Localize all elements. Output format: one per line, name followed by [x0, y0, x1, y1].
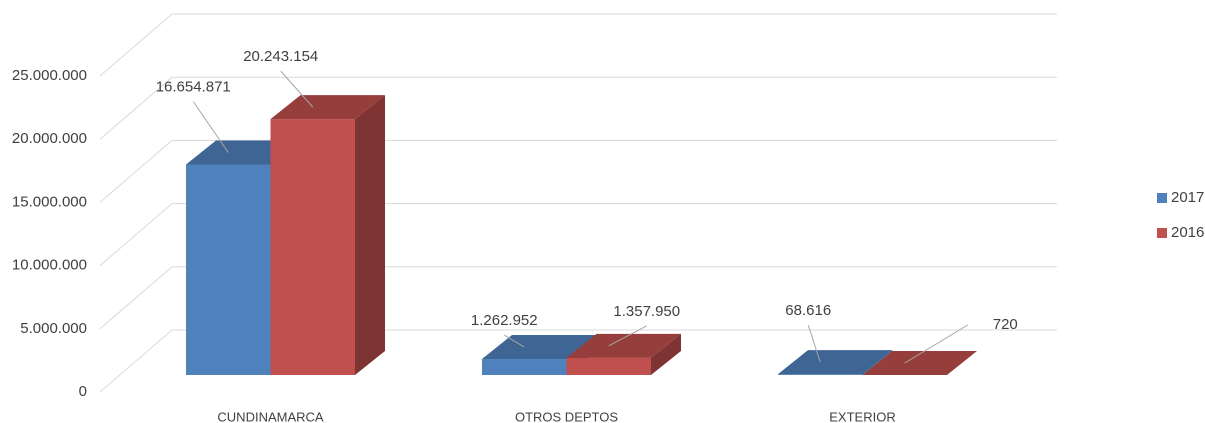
leader-line	[608, 325, 647, 347]
leader-line	[280, 70, 314, 108]
legend-label: 2017	[1171, 189, 1204, 206]
legend-swatch	[1157, 228, 1167, 238]
legend-swatch	[1157, 193, 1167, 203]
grid-line	[99, 266, 173, 330]
bar	[778, 374, 863, 375]
data-label: 720	[993, 316, 1018, 333]
y-tick-label: 0	[79, 383, 87, 400]
bar-side	[947, 350, 977, 375]
bar-top	[482, 335, 597, 360]
y-tick-label: 5.000.000	[20, 320, 87, 337]
x-tick-label: OTROS DEPTOS	[515, 409, 618, 423]
bar-side	[862, 350, 893, 375]
bar-top	[778, 350, 893, 375]
data-label: 1.357.950	[613, 303, 680, 320]
grid-line	[99, 13, 173, 77]
bar-top	[566, 333, 681, 358]
leader-line	[192, 101, 229, 153]
data-label: 20.243.154	[243, 48, 318, 65]
grid-line	[99, 76, 173, 140]
leader-line	[503, 334, 525, 348]
bar	[566, 357, 651, 375]
x-tick-label: EXTERIOR	[829, 409, 895, 423]
data-label: 1.262.952	[471, 312, 538, 329]
legend-label: 2016	[1171, 224, 1204, 241]
bar	[482, 359, 567, 375]
grid-line	[99, 203, 173, 266]
data-label: 16.654.871	[156, 78, 231, 95]
x-tick-label: CUNDINAMARCA	[217, 409, 324, 423]
y-tick-label: 20.000.000	[12, 130, 87, 147]
bar-top	[270, 95, 385, 120]
bar-side	[355, 95, 385, 376]
data-label: 68.616	[785, 302, 831, 319]
bar	[186, 164, 271, 375]
bar	[270, 119, 355, 376]
bar-side	[651, 333, 681, 375]
grid-line	[99, 329, 173, 393]
y-tick-label: 25.000.000	[12, 67, 87, 84]
leader-line	[807, 324, 821, 363]
y-tick-label: 15.000.000	[12, 193, 87, 210]
leader-line	[904, 324, 969, 364]
grid-line	[99, 140, 173, 203]
bar-top	[862, 350, 977, 375]
y-tick-label: 10.000.000	[12, 257, 87, 274]
